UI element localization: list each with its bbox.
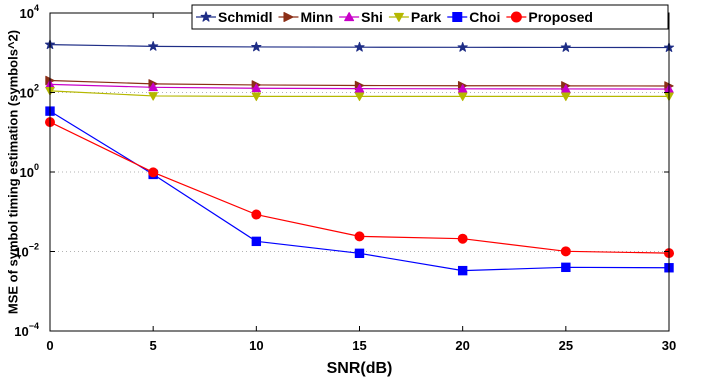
data-point <box>148 167 159 178</box>
y-tick-label: 102 <box>20 83 39 101</box>
data-point <box>148 92 158 101</box>
series-proposed <box>45 117 674 259</box>
x-tick-label: 20 <box>455 338 469 353</box>
x-axis-label: SNR(dB) <box>327 360 393 377</box>
legend-item-proposed: Proposed <box>506 9 593 25</box>
data-point <box>354 248 365 259</box>
data-point <box>457 41 468 52</box>
legend-item-shi: Shi <box>339 9 383 25</box>
data-point <box>354 83 365 93</box>
data-point <box>457 92 468 102</box>
x-tick-label: 10 <box>249 338 263 353</box>
data-point <box>561 92 571 102</box>
legend-item-schmidl: Schmidl <box>196 9 272 25</box>
data-point <box>354 231 365 242</box>
series-choi <box>45 106 674 276</box>
legend-item-choi: Choi <box>447 9 500 25</box>
y-tick-label: 10−4 <box>14 321 39 339</box>
legend-label: Proposed <box>528 9 593 25</box>
data-point <box>457 233 468 244</box>
data-point <box>354 92 365 102</box>
series-line <box>49 110 670 272</box>
legend-item-park: Park <box>388 9 442 25</box>
series-schmidl <box>44 39 675 52</box>
legend: Schmidl Minn Shi Park Choi Proposed <box>191 4 669 30</box>
y-tick-label: 100 <box>20 162 39 180</box>
data-point <box>251 92 262 102</box>
x-tick-label: 5 <box>150 338 157 353</box>
plot-series <box>44 39 675 276</box>
x-tick-label: 25 <box>559 338 573 353</box>
legend-item-minn: Minn <box>278 9 333 25</box>
data-point <box>560 42 571 52</box>
data-point <box>251 236 262 247</box>
grid <box>50 92 669 252</box>
legend-label: Schmidl <box>218 9 272 25</box>
legend-marker <box>200 11 212 22</box>
x-tick-label: 0 <box>46 338 53 353</box>
legend-marker <box>510 11 522 23</box>
data-point <box>354 41 365 52</box>
legend-marker <box>344 12 355 22</box>
legend-label: Choi <box>469 9 500 25</box>
legend-label: Minn <box>300 9 333 25</box>
x-tick-label: 15 <box>352 338 366 353</box>
series-shi <box>45 79 674 93</box>
data-point <box>251 209 262 220</box>
data-point <box>457 84 468 93</box>
data-point <box>251 41 262 52</box>
legend-marker <box>393 12 404 22</box>
legend-label: Shi <box>361 9 383 25</box>
data-point <box>561 262 571 273</box>
data-point <box>148 82 158 92</box>
axis-ticks: 0 5 10 15 20 25 30 10−4 10−2 100 102 104 <box>14 3 676 353</box>
legend-label: Park <box>411 9 442 25</box>
legend-marker <box>283 12 294 22</box>
y-tick-label: 10−2 <box>14 242 39 260</box>
legend-box <box>191 4 669 30</box>
data-point <box>251 83 262 93</box>
data-point <box>457 265 468 276</box>
x-tick-label: 30 <box>662 338 676 353</box>
legend-marker <box>452 12 463 22</box>
y-axis-label: MSE of symbol timing estimation (symbols… <box>5 30 20 314</box>
data-point <box>561 84 571 93</box>
y-tick-label: 104 <box>20 3 39 21</box>
data-point <box>560 246 571 257</box>
data-point <box>148 41 159 51</box>
